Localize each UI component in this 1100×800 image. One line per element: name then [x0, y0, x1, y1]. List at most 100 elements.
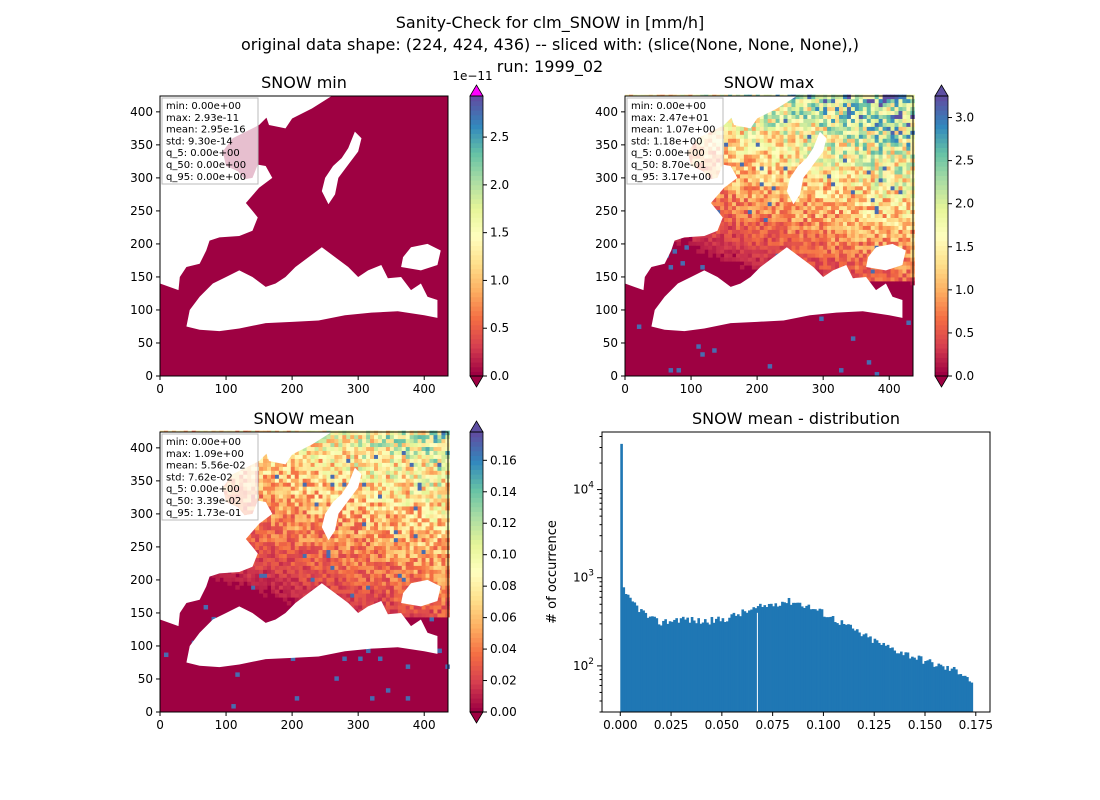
heatmap-cell — [803, 237, 808, 242]
heatmap-cell — [862, 249, 868, 254]
heatmap-cell — [393, 597, 399, 602]
heatmap-cell — [286, 565, 292, 570]
heatmap-cell — [811, 138, 816, 143]
heatmap-cell — [906, 237, 911, 242]
heatmap-cell — [735, 213, 741, 219]
heatmap-cell — [815, 189, 820, 195]
heatmap-cell — [700, 237, 705, 242]
heatmap-cell — [318, 533, 323, 539]
heatmap-cell — [314, 557, 320, 562]
heatmap-cell — [815, 173, 820, 179]
heatmap-cell — [878, 126, 884, 131]
heatmap-cell — [377, 541, 383, 547]
heatmap-cell — [306, 529, 312, 535]
colorbar-segment — [935, 208, 948, 214]
heatmap-cell — [886, 272, 892, 278]
heatmap-cell — [787, 102, 792, 108]
heatmap-cell — [787, 98, 792, 104]
heatmap-cell — [839, 225, 844, 230]
heatmap-cell — [850, 94, 856, 100]
heatmap-cell — [385, 513, 391, 519]
heatmap-cell — [771, 237, 777, 242]
heatmap-cell — [767, 118, 773, 123]
heatmap-cell — [358, 581, 363, 586]
heatmap-cell — [747, 221, 753, 226]
colorbar-tick-label: 0.0 — [955, 369, 974, 383]
heatmap-cell — [870, 272, 876, 278]
heatmap-cell — [850, 146, 856, 151]
heatmap-cell — [267, 557, 272, 562]
heatmap-cell — [306, 513, 312, 519]
heatmap-cell — [819, 126, 824, 131]
heatmap-cell — [732, 138, 737, 143]
heatmap-cell — [886, 225, 892, 230]
heatmap-cell — [728, 257, 733, 262]
heatmap-cell — [775, 118, 781, 123]
heatmap-cell — [377, 533, 383, 539]
heatmap-cell — [437, 521, 442, 527]
heatmap-cell — [862, 241, 868, 246]
heatmap-cell — [779, 110, 785, 115]
heatmap-cell — [898, 245, 903, 250]
heatmap-cell — [720, 257, 725, 262]
heatmap-cell — [894, 217, 899, 222]
heatmap-cell — [290, 513, 296, 519]
heatmap-cell — [310, 561, 316, 566]
heatmap-cell — [374, 549, 379, 555]
heatmap-cell — [850, 225, 856, 230]
heatmap-cell — [413, 577, 419, 582]
heatmap-cell — [815, 122, 820, 127]
colorbar-segment — [935, 231, 948, 237]
heatmap-cell — [823, 150, 828, 155]
heatmap-cell — [902, 130, 907, 135]
heatmap-cell — [898, 142, 903, 147]
heatmap-cell — [842, 253, 848, 258]
heatmap-cell — [862, 233, 868, 238]
heatmap-cell — [362, 581, 367, 586]
y-tick-label: 0 — [610, 369, 618, 383]
heatmap-cell — [274, 509, 280, 515]
heatmap-cell — [846, 225, 852, 230]
heatmap-cell — [763, 233, 769, 238]
heatmap-cell — [397, 608, 403, 614]
heatmap-cell — [886, 177, 892, 183]
heatmap-cell — [385, 525, 391, 531]
heatmap-cell — [803, 245, 808, 250]
heatmap-cell — [700, 265, 705, 270]
heatmap-cell — [425, 525, 431, 531]
heatmap-cell — [354, 585, 359, 590]
heatmap-cell — [771, 142, 777, 147]
y-tick-label: 300 — [130, 171, 153, 185]
heatmap-cell — [247, 537, 252, 543]
heatmap-cell — [874, 173, 880, 179]
heatmap-cell — [314, 549, 320, 555]
heatmap-cell — [874, 122, 880, 127]
heatmap-cell — [314, 529, 320, 535]
heatmap-cell — [358, 561, 363, 566]
heatmap-cell — [799, 150, 804, 155]
heatmap-cell — [334, 545, 339, 551]
heatmap-cell — [771, 158, 777, 163]
heatmap-cell — [735, 169, 741, 175]
heatmap-cell — [870, 106, 876, 112]
heatmap-cell — [767, 154, 773, 159]
heatmap-cell — [358, 577, 363, 582]
heatmap-cell — [724, 146, 729, 151]
heatmap-cell — [286, 541, 292, 547]
heatmap-cell — [866, 205, 872, 211]
heatmap-cell — [433, 557, 438, 562]
heatmap-cell — [263, 593, 268, 598]
heatmap-cell — [783, 154, 788, 159]
heatmap-cell — [389, 605, 395, 610]
heatmap-cell — [906, 173, 911, 179]
heatmap-cell — [358, 573, 363, 578]
heatmap-cell — [763, 229, 769, 234]
heatmap-cell — [267, 577, 272, 582]
heatmap-cell — [763, 134, 769, 139]
heatmap-cell — [358, 585, 363, 590]
heatmap-cell — [870, 269, 876, 274]
heatmap-cell — [767, 166, 773, 171]
heatmap-cell — [728, 138, 733, 143]
heatmap-cell — [274, 549, 280, 555]
heatmap-cell — [290, 589, 296, 594]
